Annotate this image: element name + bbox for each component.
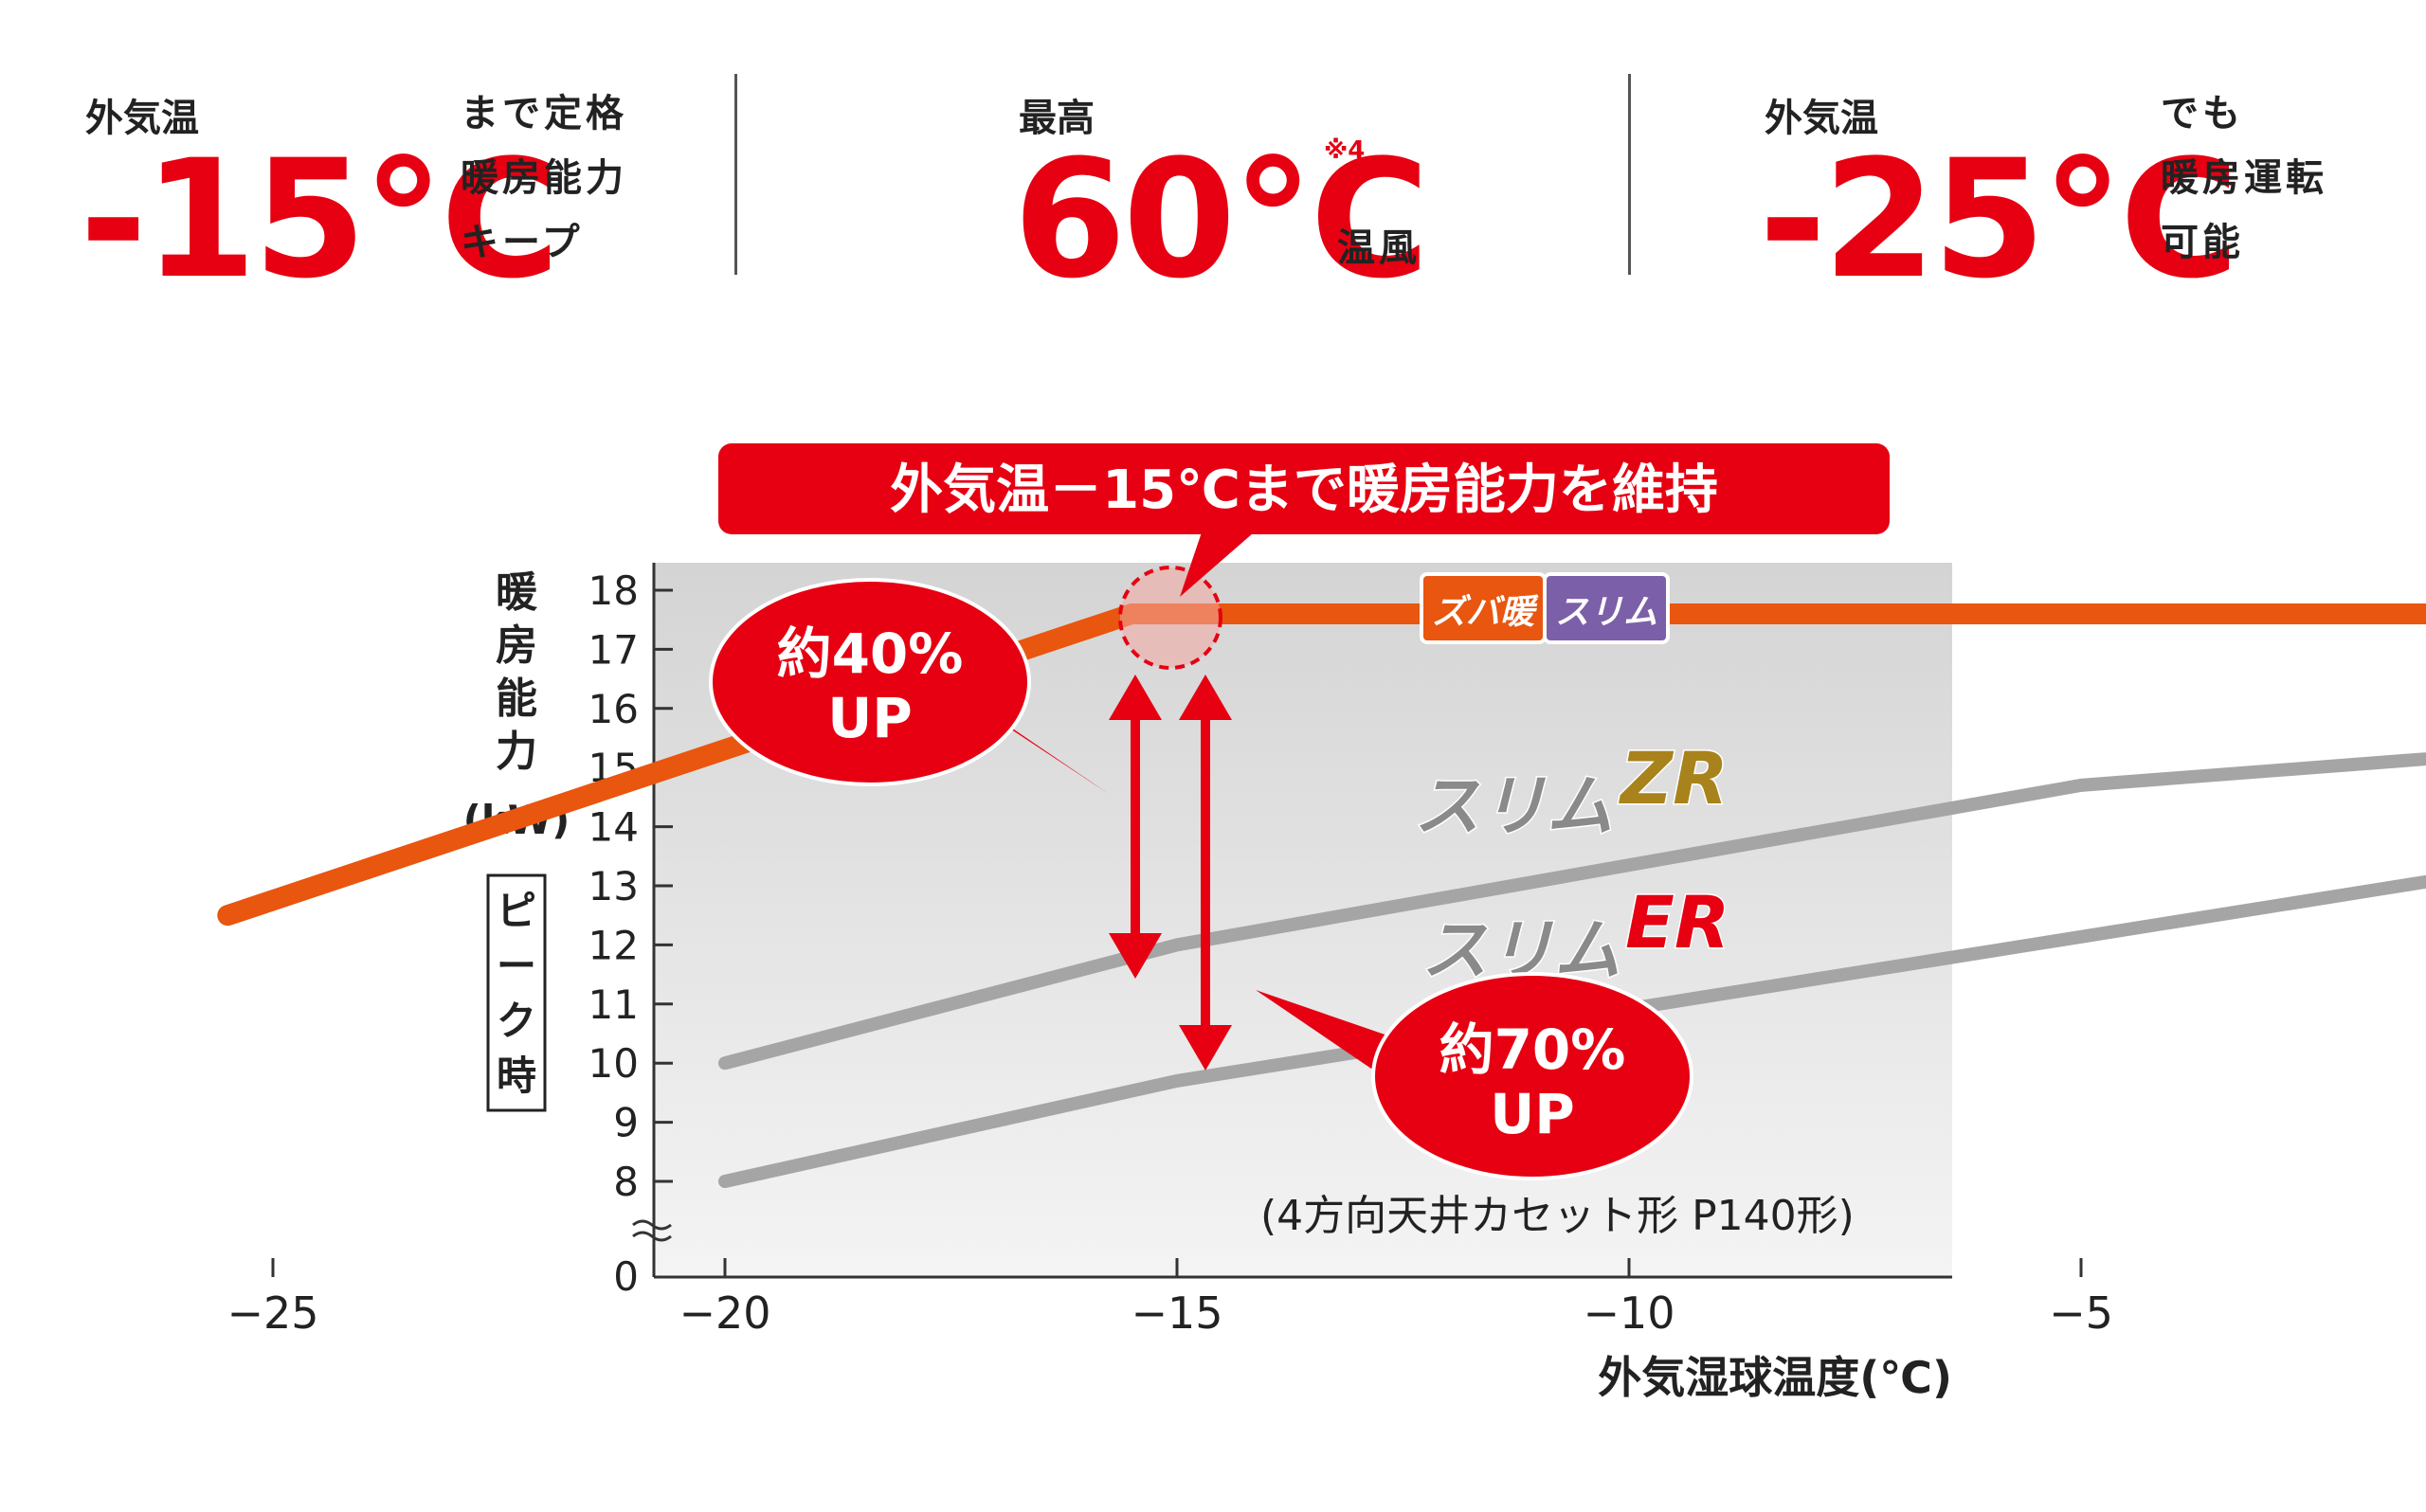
callout-70-tail bbox=[1256, 990, 1393, 1071]
stat-block-3: 外気温 -25℃ でも 暖房運転 可能 bbox=[1759, 76, 2390, 301]
x-tick-label: −10 bbox=[1583, 1287, 1675, 1339]
compare-arrow-er bbox=[1179, 675, 1232, 1071]
stat-2-caption-line: 温風 bbox=[1337, 226, 1421, 270]
series-label-zuba-part2-bg bbox=[1543, 572, 1670, 644]
stat-1-caption: まで定格 暖房能力 キープ bbox=[461, 81, 627, 275]
compare-arrow-er-head-bottom bbox=[1179, 1025, 1232, 1071]
callout-70-bubble bbox=[1371, 972, 1693, 1180]
series-label-slim-er: スリム ER bbox=[1421, 879, 1731, 991]
stat-1-caption-line: キープ bbox=[461, 221, 584, 264]
y-tick-label: 11 bbox=[588, 981, 639, 1028]
compare-arrow-zr-head-top bbox=[1109, 675, 1162, 720]
callout-70-line1: 約70% bbox=[1439, 1017, 1626, 1082]
y-tick-label: 17 bbox=[588, 626, 639, 673]
callout-70-up: 約70% UP bbox=[1256, 972, 1693, 1180]
callout-40-line1: 約40% bbox=[777, 621, 964, 686]
chart-title-banner: 外気温－15℃まで暖房能力を維持 bbox=[718, 443, 1890, 597]
stat-1-value: -15℃ bbox=[80, 124, 560, 315]
stat-block-1: 外気温 -15℃ まで定格 暖房能力 キープ bbox=[80, 76, 692, 301]
stat-3-caption-line: でも bbox=[2161, 92, 2244, 135]
y-tick-label: 16 bbox=[588, 686, 639, 732]
stat-2-caption: 温風 bbox=[1337, 216, 1421, 280]
callout-40-tail bbox=[986, 712, 1109, 794]
stat-2-footnote: ※4 bbox=[1324, 136, 1366, 165]
stat-3-caption: でも 暖房運転 可能 bbox=[2161, 81, 2327, 275]
y-tick-label: 13 bbox=[588, 863, 639, 909]
y-tick-label: 14 bbox=[588, 804, 639, 851]
peak-badge-char: ク bbox=[497, 998, 536, 1044]
highlight-circle bbox=[1118, 566, 1222, 670]
peak-badge-char: ピ bbox=[497, 888, 536, 934]
stat-3-caption-line: 可能 bbox=[2161, 221, 2244, 264]
callout-70-line2: UP bbox=[1490, 1082, 1575, 1146]
chart-title-bg bbox=[718, 443, 1890, 534]
peak-badge-char: 時 bbox=[497, 1053, 536, 1099]
y-axis-label-char: 暖 bbox=[496, 568, 538, 617]
chart-title: 外気温－15℃まで暖房能力を維持 bbox=[890, 459, 1718, 521]
series-label-zr-part2: ZR bbox=[1619, 736, 1729, 820]
series-label-zuba-slim: ズバ暖 スリム bbox=[1420, 572, 1670, 644]
stat-1-label: 外気温 bbox=[85, 97, 199, 140]
peak-badge-frame bbox=[486, 873, 547, 1112]
stat-3-value: -25℃ bbox=[1759, 124, 2239, 315]
series-label-zuba-part1: ズバ暖 bbox=[1432, 593, 1539, 632]
stat-1-caption-line: まで定格 bbox=[461, 92, 627, 135]
x-tick-label: −25 bbox=[226, 1287, 318, 1339]
stat-divider bbox=[734, 74, 737, 275]
x-axis-label: 外気湿球温度(℃) bbox=[1598, 1352, 1952, 1403]
y-tick-label: 8 bbox=[613, 1159, 639, 1205]
stat-divider bbox=[1628, 74, 1631, 275]
chart-title-tail bbox=[1180, 527, 1260, 597]
compare-arrow-zr bbox=[1109, 675, 1162, 979]
callout-40-bubble bbox=[709, 578, 1031, 786]
y-axis-label: 暖 房 能 力 bbox=[496, 568, 538, 776]
stat-block-2: 最高 60℃ ※4 温風 bbox=[1013, 76, 1455, 301]
callout-40-up: 約40% UP bbox=[709, 578, 1109, 794]
series-label-er-part2: ER bbox=[1625, 880, 1729, 964]
peak-badge-char: ー bbox=[497, 943, 536, 989]
series-label-slim-zr: スリム ZR bbox=[1413, 735, 1730, 847]
axis-break-icon bbox=[632, 1219, 672, 1242]
peak-badge: ピ ー ク 時 bbox=[497, 888, 536, 1099]
y-tick-label: 12 bbox=[588, 922, 639, 968]
stat-2-value: 60℃ bbox=[1013, 124, 1430, 315]
stat-3-label: 外気温 bbox=[1765, 97, 1878, 140]
chart-note: (4方向天井カセット形 P140形) bbox=[1260, 1192, 1855, 1240]
x-ticks: −25−20−15−10−50 bbox=[226, 1258, 2113, 1339]
series-line-slim-er bbox=[718, 874, 2426, 1188]
x-tick-label: −15 bbox=[1131, 1287, 1222, 1339]
x-tick-label: −5 bbox=[2049, 1287, 2113, 1339]
stat-3-caption-line: 暖房運転 bbox=[2161, 156, 2327, 200]
y-zero-label: 0 bbox=[613, 1253, 639, 1300]
y-tick-label: 18 bbox=[588, 567, 639, 614]
x-tick-label: −20 bbox=[679, 1287, 770, 1339]
y-axis-label-char: 房 bbox=[496, 621, 537, 670]
y-axis-label-char: 力 bbox=[496, 728, 537, 776]
callout-40-line2: UP bbox=[827, 686, 913, 750]
compare-arrow-er-head-top bbox=[1179, 675, 1232, 720]
series-line-slim-zr bbox=[718, 752, 2426, 1071]
y-tick-label: 10 bbox=[588, 1040, 639, 1087]
y-tick-label: 9 bbox=[613, 1100, 639, 1146]
stat-2-label: 最高 bbox=[1019, 97, 1095, 140]
stat-1-caption-line: 暖房能力 bbox=[461, 156, 627, 200]
series-label-zr-part1: スリム bbox=[1414, 767, 1613, 845]
y-axis-label-char: 能 bbox=[496, 675, 537, 723]
series-label-zuba-part2: スリム bbox=[1555, 593, 1657, 632]
compare-arrow-zr-head-bottom bbox=[1109, 933, 1162, 979]
